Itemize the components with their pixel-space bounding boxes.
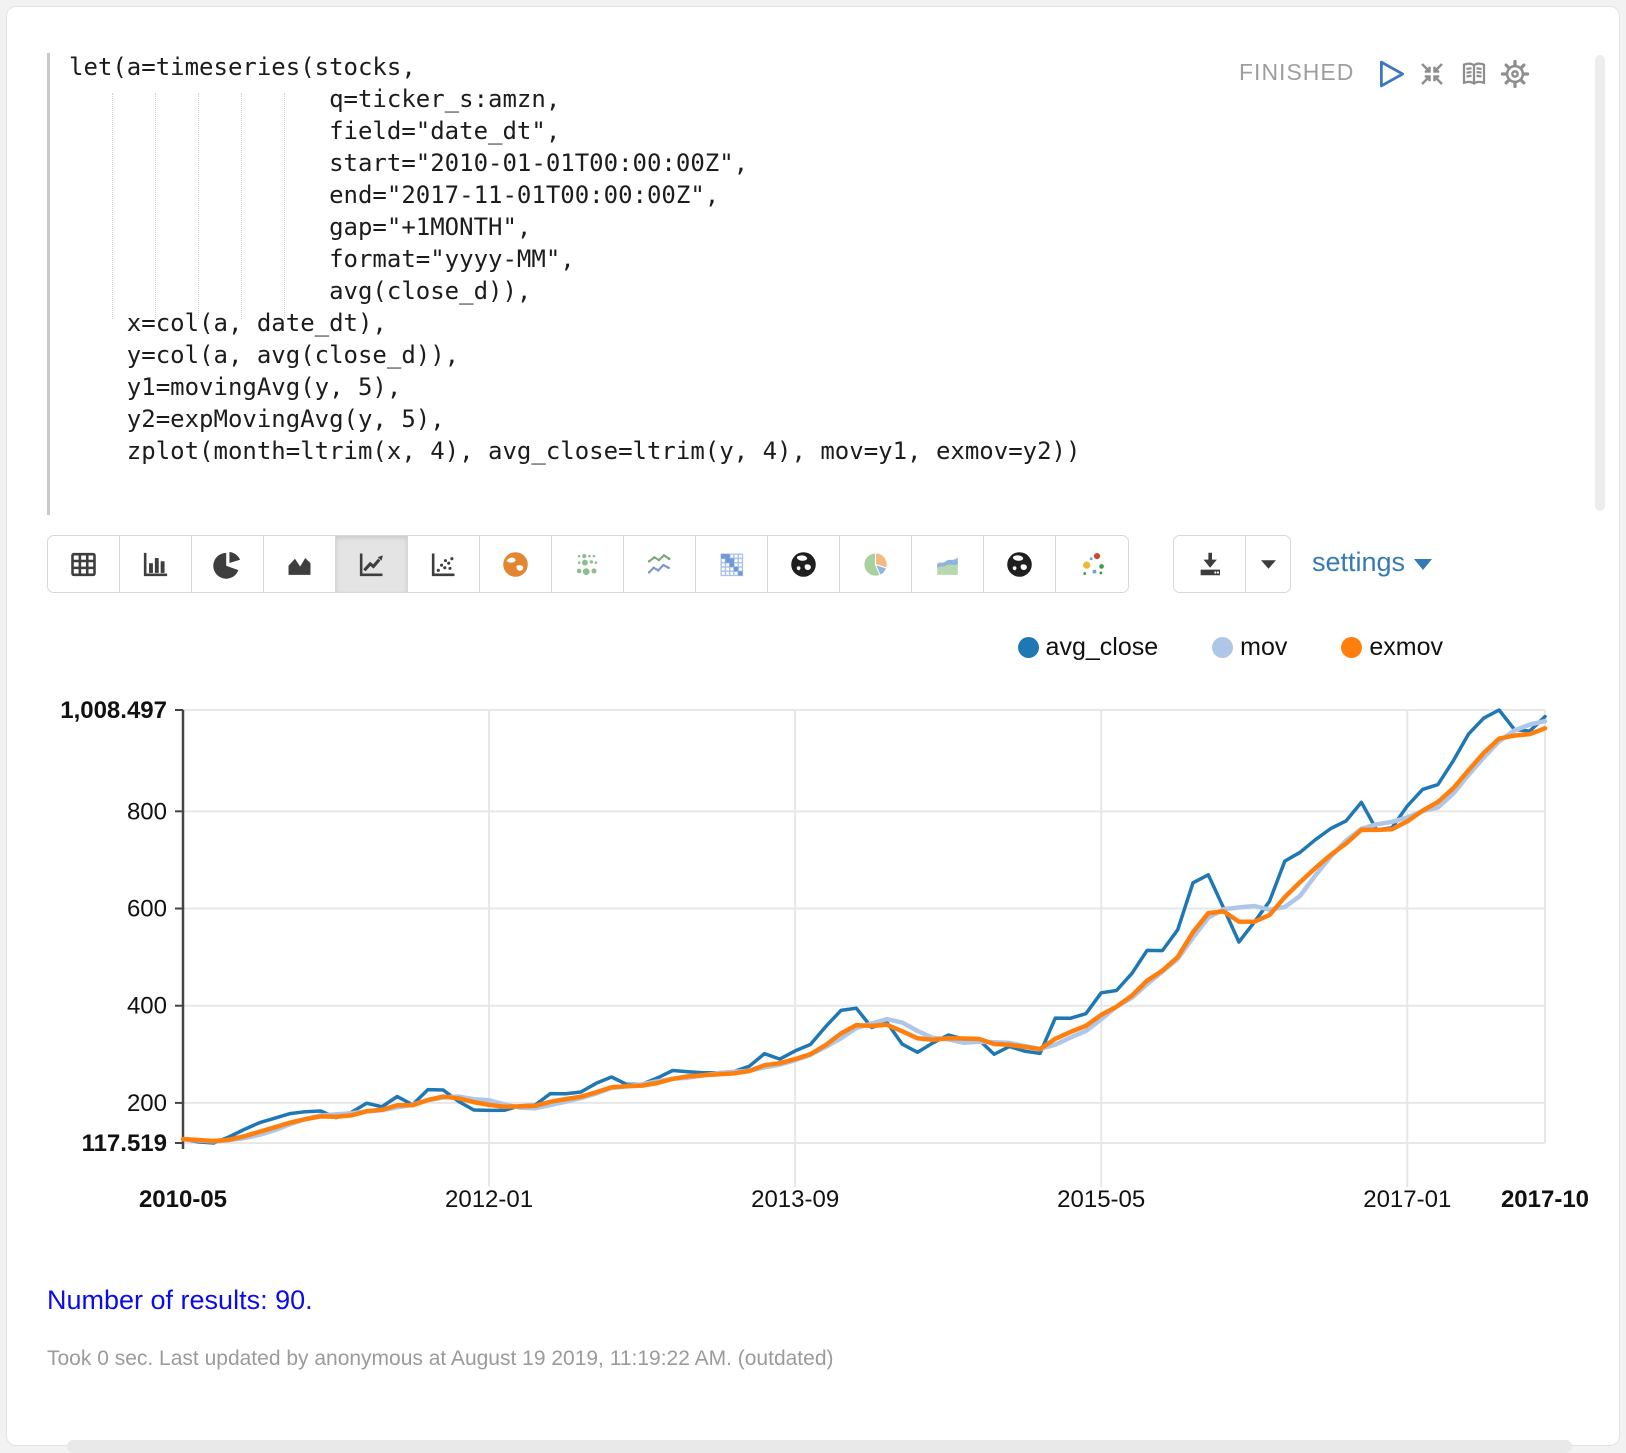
bubble-grid-icon [576, 553, 598, 575]
legend-label: exmov [1369, 633, 1443, 661]
multi-line-icon [647, 553, 671, 574]
table-icon [71, 552, 96, 576]
chevron-down-icon [1414, 559, 1433, 570]
chevron-down-icon [1260, 559, 1276, 569]
pie-color-icon [863, 551, 888, 577]
x-axis-label: 2015-05 [1057, 1186, 1145, 1213]
series-line-mov[interactable] [180, 718, 1548, 1144]
viz-button-scatter-color[interactable] [1056, 536, 1128, 592]
viz-button-pie-color[interactable] [840, 536, 912, 592]
settings-toggle[interactable]: settings [1312, 547, 1433, 578]
series-line-exmov[interactable] [180, 726, 1548, 1144]
bar-chart-icon [143, 552, 168, 576]
map-orange-icon [503, 551, 528, 577]
x-axis-label: 2013-09 [751, 1186, 839, 1213]
legend-dot [1212, 637, 1234, 658]
indent-guide [112, 93, 113, 319]
settings-label: settings [1312, 547, 1406, 577]
viz-button-bubble-grid[interactable] [552, 536, 624, 592]
y-axis-label: 200 [127, 1090, 167, 1117]
download-options-button[interactable] [1246, 536, 1290, 592]
y-axis-label: 800 [127, 798, 167, 825]
indent-guide [241, 93, 242, 319]
indent-guide [198, 93, 199, 319]
viz-button-area-color[interactable] [912, 536, 984, 592]
globe-dark-icon [791, 551, 816, 577]
viz-button-pie-chart[interactable] [192, 536, 264, 592]
paragraph-footer-status: Took 0 sec. Last updated by anonymous at… [47, 1347, 834, 1370]
viz-button-multi-line[interactable] [624, 536, 696, 592]
scatter-color-icon [1082, 552, 1104, 575]
viz-button-globe-dark[interactable] [768, 536, 840, 592]
y-axis-label: 600 [127, 896, 167, 923]
chart-legend: avg_close mov exmov [1017, 633, 1443, 662]
x-axis-label: 2012-01 [445, 1186, 533, 1213]
x-axis-label: 2010-05 [139, 1186, 227, 1213]
download-icon [1200, 552, 1220, 576]
viz-button-line-chart[interactable] [336, 536, 408, 592]
legend-item-avg_close[interactable]: avg_close [1017, 633, 1159, 662]
paragraph-scrollbar[interactable] [67, 1440, 1572, 1453]
globe-dark-2-icon [1007, 551, 1032, 577]
download-group [1173, 535, 1291, 593]
y-axis-label: 117.519 [82, 1130, 167, 1157]
download-button[interactable] [1174, 536, 1246, 592]
editor-left-border [47, 53, 50, 515]
legend-label: avg_close [1045, 633, 1159, 661]
collapse-icon[interactable] [1417, 59, 1447, 89]
legend-item-exmov[interactable]: exmov [1341, 633, 1443, 662]
heatmap-icon [720, 553, 744, 576]
output-book-icon[interactable] [1459, 59, 1489, 89]
results-count: Number of results: 90. [47, 1285, 313, 1315]
x-axis-label: 2017-10 [1501, 1186, 1589, 1213]
legend-item-mov[interactable]: mov [1212, 633, 1287, 662]
area-color-icon [937, 557, 958, 575]
legend-label: mov [1240, 633, 1288, 661]
x-axis-label: 2017-01 [1363, 1186, 1451, 1213]
viz-button-area-chart[interactable] [264, 536, 336, 592]
gear-icon[interactable] [1500, 59, 1530, 89]
indent-guide [155, 93, 156, 319]
paragraph-card: let(a=timeseries(stocks, q=ticker_s:amzn… [6, 6, 1620, 1453]
viz-button-heatmap[interactable] [696, 536, 768, 592]
area-chart-icon [288, 557, 311, 575]
viz-button-table[interactable] [48, 536, 120, 592]
viz-button-map-orange[interactable] [480, 536, 552, 592]
scatter-plot-icon [431, 553, 455, 576]
visualization-toolbar [47, 535, 1129, 593]
run-icon[interactable] [1377, 59, 1407, 89]
paragraph-status: FINISHED [1239, 59, 1355, 85]
legend-dot [1017, 637, 1039, 658]
series-line-avg_close[interactable] [181, 708, 1547, 1145]
line-chart-icon [359, 553, 383, 576]
indent-guide [284, 93, 285, 319]
viz-button-globe-dark-2[interactable] [984, 536, 1056, 592]
editor-scrollbar[interactable] [1595, 55, 1605, 511]
viz-button-bar-chart[interactable] [120, 536, 192, 592]
y-axis-label: 400 [127, 993, 167, 1020]
legend-dot [1341, 637, 1363, 658]
pie-chart-icon [213, 551, 241, 579]
line-chart[interactable]: 1,008.497 800 600 400 200 117.519 2010-05 2012-… [7, 607, 1626, 1227]
viz-button-scatter-plot[interactable] [408, 536, 480, 592]
y-axis-label: 1,008.497 [60, 697, 167, 724]
code-editor[interactable]: let(a=timeseries(stocks, q=ticker_s:amzn… [69, 53, 1081, 465]
